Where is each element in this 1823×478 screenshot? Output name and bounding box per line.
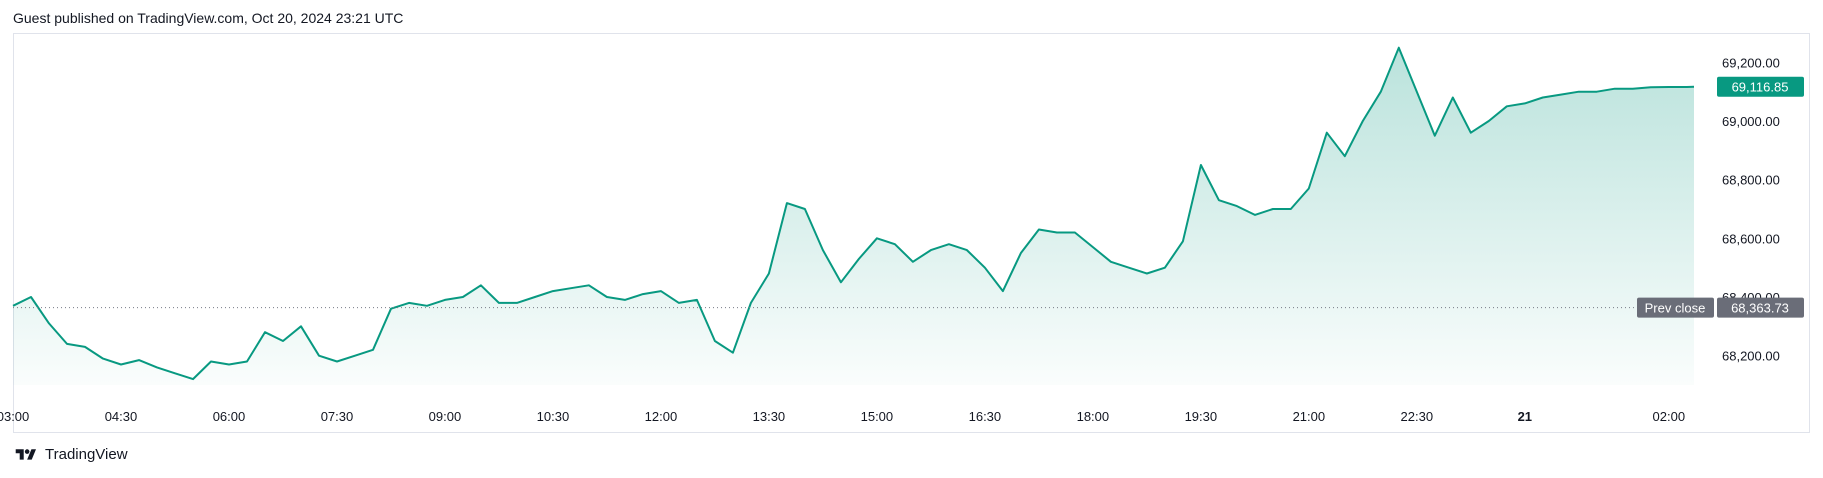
price-area-fill: [13, 47, 1694, 385]
x-tick-label: 10:30: [537, 409, 570, 424]
x-tick-label: 07:30: [321, 409, 354, 424]
footer-brand-text: TradingView: [45, 446, 128, 463]
price-line: [12, 46, 1695, 381]
prev-close-value: 68,363.73: [1731, 301, 1789, 316]
y-axis: 69,200.0069,000.0068,800.0068,600.0068,4…: [1722, 55, 1780, 363]
x-tick-label: 13:30: [753, 409, 786, 424]
prev-close-label: Prev close: [1645, 301, 1706, 316]
x-tick-label: 12:00: [645, 409, 678, 424]
x-tick-label: 22:30: [1401, 409, 1434, 424]
x-tick-label: 16:30: [969, 409, 1002, 424]
y-tick-label: 69,200.00: [1722, 55, 1780, 70]
x-tick-label: 09:00: [429, 409, 462, 424]
area-layer: [13, 47, 1694, 385]
y-tick-label: 69,000.00: [1722, 114, 1780, 129]
prev-close-label-box: [1637, 297, 1714, 318]
y-tick-label: 68,800.00: [1722, 173, 1780, 188]
chart-frame: [13, 33, 1810, 433]
published-caption: Guest published on TradingView.com, Oct …: [13, 10, 404, 26]
x-tick-label: 15:00: [861, 409, 894, 424]
last-price-box: [1717, 76, 1804, 97]
x-tick-label: 18:00: [1077, 409, 1110, 424]
x-axis: 03:00 04:30 06:00 07:30 09:00 10:30 12:00 13:30…: [0, 409, 1685, 424]
x-tick-label: 21: [1518, 409, 1532, 424]
prev-close-value-box: [1717, 297, 1804, 318]
footer-brand[interactable]: TradingView: [13, 446, 128, 463]
y-tick-label: 68,600.00: [1722, 231, 1780, 246]
x-tick-label: 02:00: [1653, 409, 1686, 424]
x-tick-label: 06:00: [213, 409, 246, 424]
x-tick-label: 03:00: [0, 409, 29, 424]
x-tick-label: 21:00: [1293, 409, 1326, 424]
line-layer: [12, 46, 1695, 381]
tradingview-logo-icon: [15, 448, 36, 460]
x-tick-label: 19:30: [1185, 409, 1218, 424]
price-tags: Prev close 68,363.73 69,116.85: [1637, 76, 1804, 318]
x-tick-label: 04:30: [105, 409, 138, 424]
last-price-value: 69,116.85: [1732, 80, 1789, 95]
y-tick-label: 68,200.00: [1722, 349, 1780, 364]
